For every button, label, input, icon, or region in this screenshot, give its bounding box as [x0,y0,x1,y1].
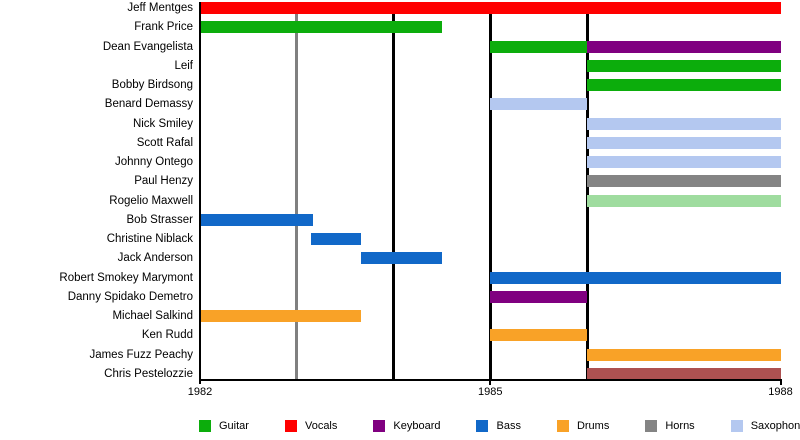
tenure-bar-keyboard [490,290,587,303]
tenure-bar-light-green [587,194,781,207]
x-axis-tick-label: 1982 [187,386,213,398]
tenure-bar-guitar [587,59,781,72]
tenure-bar-guitar [200,21,442,34]
legend-label: Drums [576,420,610,432]
legend-label: Keyboard [393,420,441,432]
member-label: Michael Salkind [112,310,193,323]
member-label: Johnny Ontego [114,156,193,169]
y-axis-line [199,2,201,384]
tenure-bar-bass [360,252,442,265]
member-label: James Fuzz Peachy [89,348,193,361]
member-label: Paul Henzy [134,175,193,188]
member-label: Rogelio Maxwell [109,194,193,207]
era-marker-line-1983 [295,2,299,379]
legend-swatch-horns [645,420,658,432]
legend-label: Vocals [304,420,338,432]
member-label: Bobby Birdsong [111,79,193,92]
tenure-bar-bass [311,233,361,246]
member-label: Jeff Mentges [127,2,193,14]
tenure-bar-saxophone [587,117,781,130]
member-label: Ken Rudd [141,329,193,342]
member-label: Christine Niblack [106,233,193,246]
legend-swatch-guitar [199,420,211,432]
tenure-bar-vocals [200,2,781,14]
legend-swatch-drums [556,420,569,432]
member-label: Bob Strasser [126,213,193,226]
member-label: Dean Evangelista [102,40,193,53]
legend-label: Saxophone [750,420,800,432]
tenure-bar-saxophone [587,136,781,149]
tenure-bar-horns [587,175,781,188]
legend-item-saxophone: Saxophone [730,419,800,433]
tenure-bar-saxophone [587,156,781,169]
era-marker-line-1985 [488,2,492,379]
member-label: Nick Smiley [132,117,193,130]
tenure-bar-keyboard [587,40,781,53]
member-label: Danny Spidako Demetro [67,290,193,303]
x-axis-tick-label: 1988 [768,386,793,398]
tenure-bar-bass [200,213,314,226]
legend-item-bass: Bass [476,419,521,433]
legend-swatch-vocals [284,420,297,432]
tenure-bar-bass [490,271,781,284]
member-label: Robert Smokey Marymont [59,271,193,284]
era-marker-line-1984 [392,2,395,379]
legend-item-guitar: Guitar [199,419,249,433]
x-axis-line [199,379,782,381]
legend-label: Horns [665,420,695,432]
member-label: Scott Rafal [136,136,193,149]
member-label: Leif [174,59,193,72]
legend-item-drums: Drums [556,419,610,433]
era-marker-line-1986 [585,2,589,379]
tenure-bar-drums [490,329,587,342]
legend-item-keyboard: Keyboard [373,419,440,433]
member-label: Chris Pestelozzie [104,367,193,380]
x-axis-tick-1988 [779,381,782,385]
legend-label: Guitar [219,420,249,432]
x-axis-tick-label: 1985 [478,386,503,398]
legend-item-horns: Horns [645,419,695,433]
legend-swatch-keyboard [373,420,386,432]
member-label: Jack Anderson [117,252,193,265]
member-label: Frank Price [134,21,193,34]
member-label: Benard Demassy [104,98,193,111]
tenure-bar-drums [200,310,361,323]
legend-label: Bass [496,420,521,432]
legend: Guitar Vocals Keyboard Bass Drums Horns Saxoph… [199,419,800,433]
tenure-bar-drums [587,348,781,361]
legend-swatch-bass [476,420,489,432]
tenure-bar-guitar [490,40,587,53]
tenure-bar-brown [587,367,781,380]
legend-item-vocals: Vocals [284,419,338,433]
tenure-bar-guitar [587,79,781,92]
legend-swatch-saxophone [730,420,743,432]
tenure-bar-saxophone [490,98,587,111]
x-axis-tick-1985 [489,381,492,385]
